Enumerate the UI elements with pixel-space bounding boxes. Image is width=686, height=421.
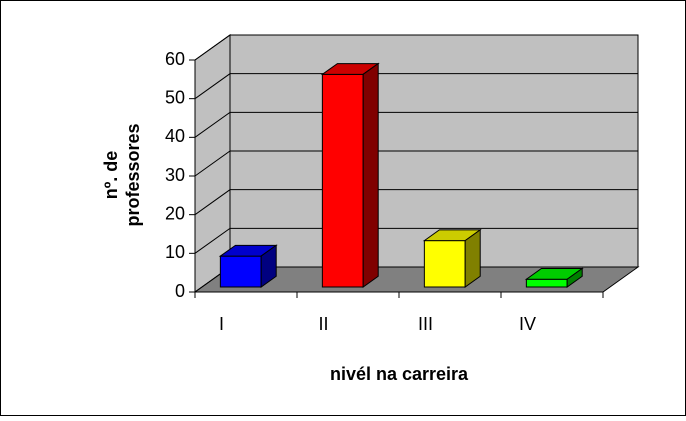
grid-line <box>194 189 638 216</box>
y-tick-label: 30 <box>165 165 185 185</box>
grid-line <box>194 34 638 61</box>
y-tick-label: 20 <box>165 203 185 223</box>
bar <box>524 267 584 288</box>
y-tick-label: 50 <box>165 87 185 107</box>
grid-line <box>194 227 638 254</box>
y-axis-label: nº. de <box>101 151 121 200</box>
x-axis-label: nivél na carreira <box>330 364 469 384</box>
y-tick-label: 0 <box>175 281 185 301</box>
grid-line <box>194 111 638 138</box>
bar-front <box>423 240 466 288</box>
bar-front <box>219 255 262 288</box>
bar <box>422 228 482 288</box>
x-tick-label: IV <box>519 314 536 334</box>
y-tick-label: 60 <box>165 49 185 69</box>
grid-line <box>194 73 638 100</box>
grid-line <box>194 150 638 177</box>
bar-side <box>260 244 277 288</box>
bar-side <box>566 267 583 288</box>
bar-side <box>362 62 379 288</box>
x-tick-label: II <box>319 314 329 334</box>
bar <box>320 62 380 288</box>
y-tick-label: 10 <box>165 242 185 262</box>
y-axis-label: professores <box>123 123 143 226</box>
bar-side <box>464 228 481 288</box>
bar <box>218 244 278 288</box>
bar-front <box>321 73 364 288</box>
x-tick-label: I <box>219 314 224 334</box>
y-tick-label: 40 <box>165 126 185 146</box>
x-tick-label: III <box>418 314 433 334</box>
bar-front <box>525 278 568 288</box>
